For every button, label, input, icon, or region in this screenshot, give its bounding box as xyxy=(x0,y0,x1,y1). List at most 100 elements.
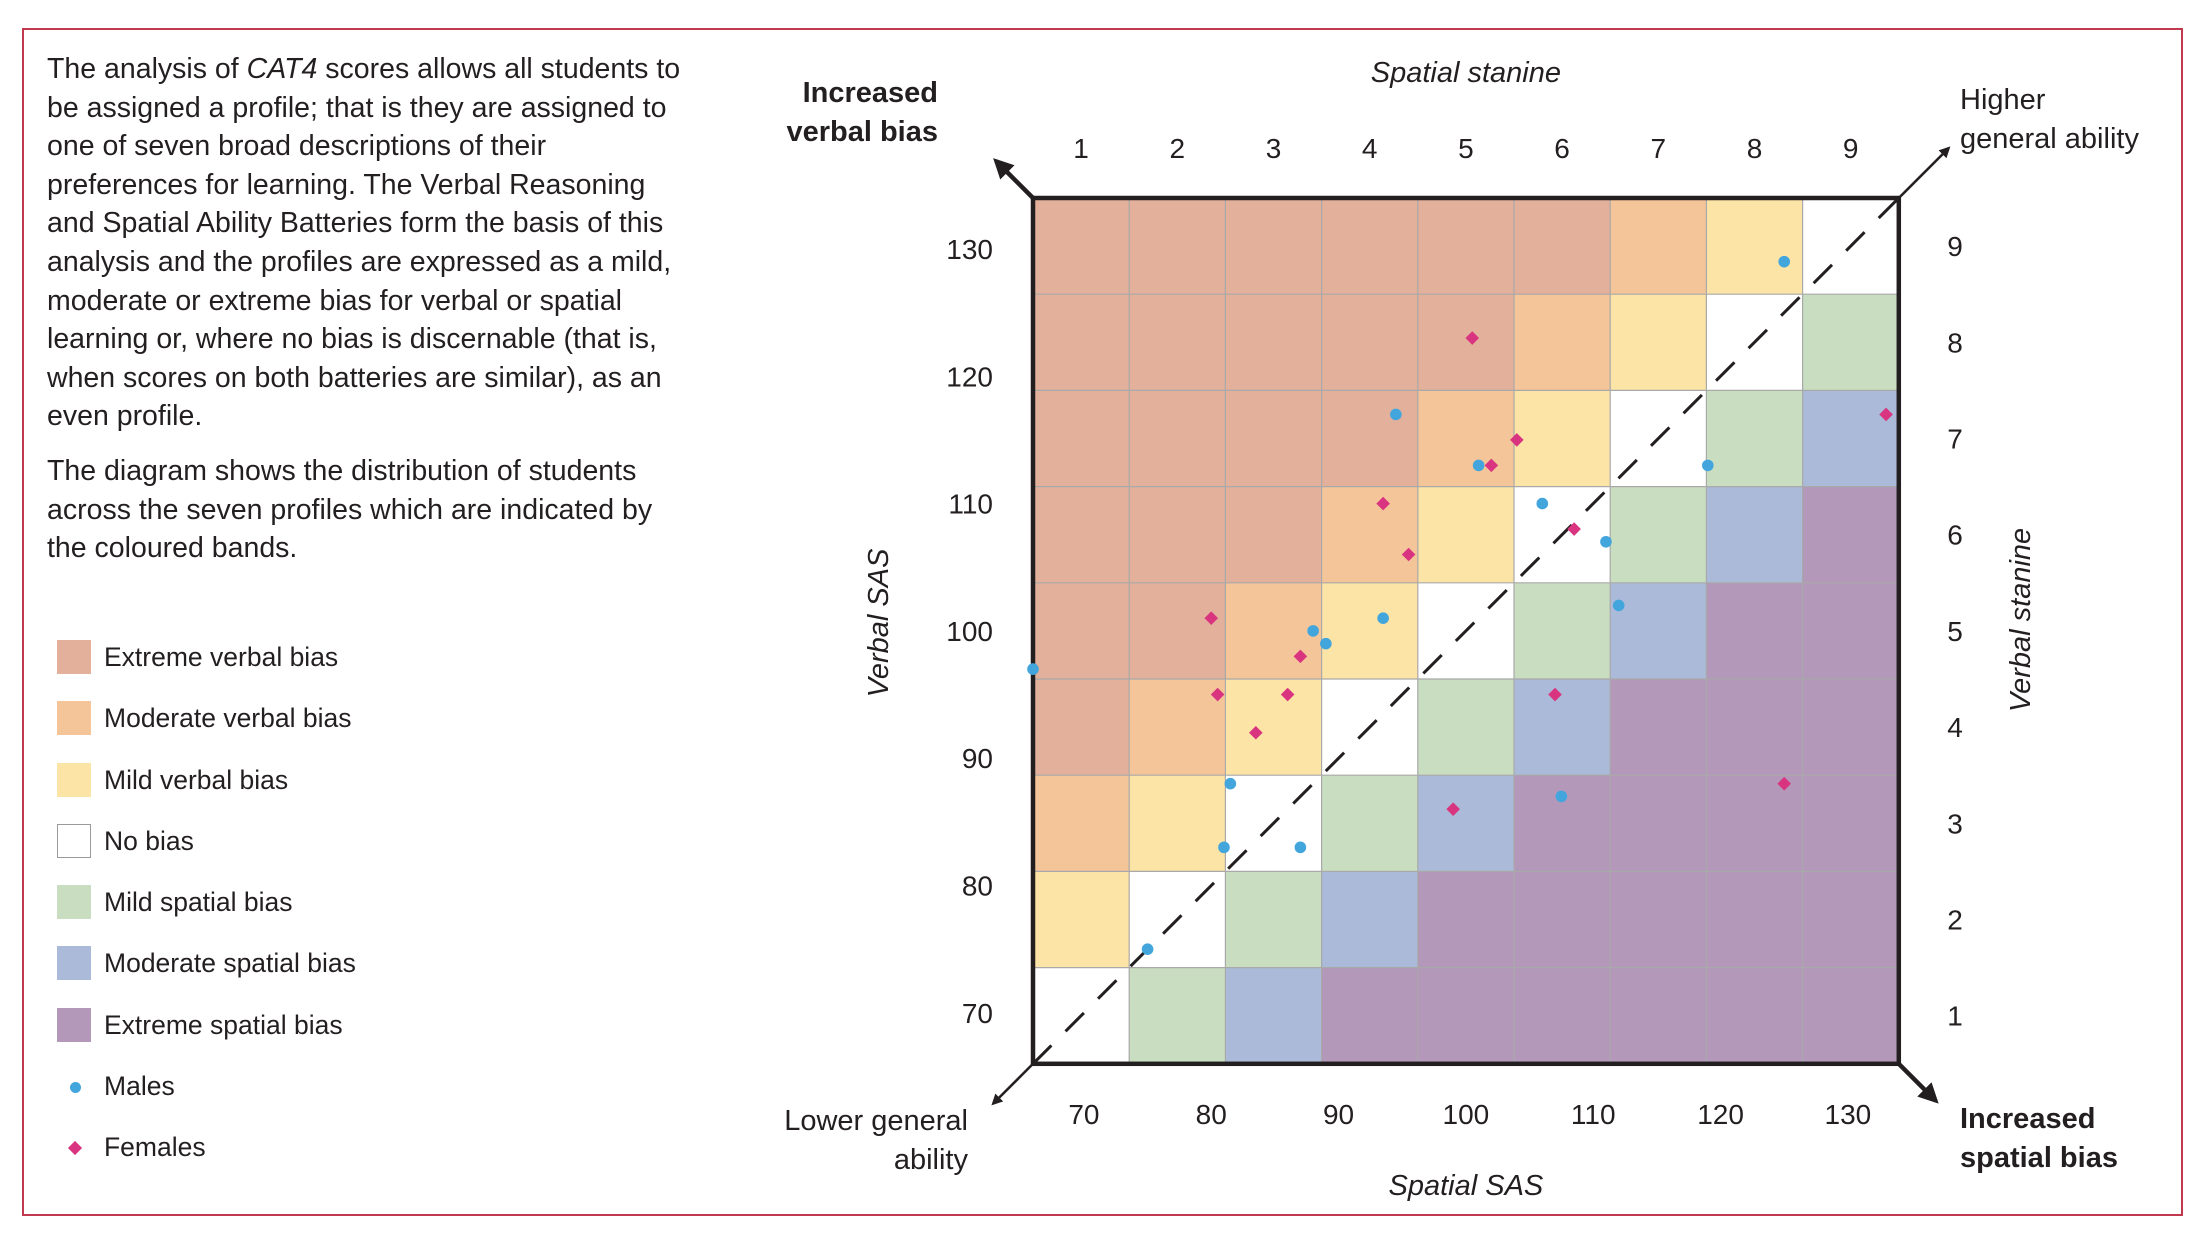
verbal-stanine-tick: 2 xyxy=(1947,905,1963,936)
profile-band-cell xyxy=(1802,294,1900,391)
profile-band-cell xyxy=(1033,775,1130,872)
right-axis-title: Verbal stanine xyxy=(2005,528,2037,712)
spatial-stanine-tick: 4 xyxy=(1362,133,1378,164)
profile-band-cell xyxy=(1514,390,1611,488)
female-data-point xyxy=(1484,458,1499,473)
spatial-sas-tick: 130 xyxy=(1825,1099,1872,1130)
profile-band-cell xyxy=(1033,390,1130,488)
profile-band-cell xyxy=(1129,582,1226,680)
profile-band-cell xyxy=(1802,582,1900,680)
profile-band-cell xyxy=(1802,486,1900,584)
profile-band-cell xyxy=(1129,679,1226,776)
spatial-stanine-tick: 6 xyxy=(1554,133,1570,164)
profile-band-cell xyxy=(1417,679,1515,776)
male-data-point xyxy=(1536,497,1549,510)
corner-label-top-right: Higher xyxy=(1960,84,2046,116)
legend-item: Mild spatial bias xyxy=(57,885,457,946)
verbal-stanine-tick: 4 xyxy=(1947,712,1963,743)
equal-score-diagonal xyxy=(1031,196,1900,1065)
legend-item: Moderate spatial bias xyxy=(57,946,457,1007)
legend-swatch xyxy=(57,823,91,858)
profile-band-cell xyxy=(1706,775,1804,872)
spatial-sas-tick: 90 xyxy=(1323,1099,1354,1130)
spatial-stanine-tick: 5 xyxy=(1458,133,1474,164)
profile-band-cell xyxy=(1417,198,1515,295)
spatial-stanine-tick: 2 xyxy=(1170,133,1186,164)
profile-band-cell xyxy=(1802,679,1900,776)
verbal-sas-tick: 130 xyxy=(946,234,993,265)
intro-p1-emphasis: CAT4 xyxy=(246,53,318,85)
profile-band-cell xyxy=(1129,486,1226,584)
intro-paragraph-2: The diagram shows the distribution of st… xyxy=(47,454,653,565)
verbal-stanine-tick: 1 xyxy=(1947,1001,1963,1032)
legend-item: Extreme verbal bias xyxy=(57,640,457,701)
female-data-point xyxy=(1465,331,1480,345)
verbal-stanine-tick: 3 xyxy=(1947,808,1963,839)
spatial-stanine-tick: 3 xyxy=(1266,133,1282,164)
verbal-sas-tick: 100 xyxy=(946,616,993,647)
female-data-point xyxy=(1280,687,1295,702)
male-data-point xyxy=(1600,535,1612,548)
profile-band-cell xyxy=(1610,198,1707,295)
corner-label-top-left: verbal bias xyxy=(786,116,938,148)
profile-band-cell xyxy=(1514,871,1611,969)
legend-swatch xyxy=(57,885,91,920)
legend-label: Moderate verbal bias xyxy=(104,703,352,734)
spatial-sas-tick: 110 xyxy=(1571,1099,1616,1130)
verbal-stanine-tick: 7 xyxy=(1947,424,1963,455)
profile-band-cell xyxy=(1033,679,1130,776)
female-data-point xyxy=(1293,649,1308,664)
profile-band-cell xyxy=(1610,871,1707,969)
profile-band-cell xyxy=(1706,486,1804,584)
male-data-point xyxy=(1218,841,1230,854)
spatial-sas-tick: 100 xyxy=(1443,1099,1490,1130)
legend-label: Extreme spatial bias xyxy=(104,1009,343,1040)
legend-label: Females xyxy=(104,1132,206,1163)
legend-swatch xyxy=(57,762,91,797)
male-data-point xyxy=(1377,612,1389,624)
profile-band-cell xyxy=(1033,198,1130,295)
profile-band-cell xyxy=(1033,294,1130,391)
legend-item: Males xyxy=(57,1069,457,1130)
profile-band-cell xyxy=(1610,679,1707,776)
spatial-sas-tick: 70 xyxy=(1068,1099,1099,1130)
plot-border xyxy=(1030,195,1902,1067)
profile-band-cell xyxy=(1225,582,1323,680)
verbal-stanine-tick: 9 xyxy=(1947,231,1963,262)
profile-band-cell xyxy=(1321,294,1419,391)
verbal-sas-tick: 120 xyxy=(946,361,993,392)
legend: Extreme verbal bias Moderate verbal bias M… xyxy=(57,640,457,1192)
lower-ability-arrow-icon xyxy=(991,1062,1034,1106)
male-data-point xyxy=(1390,408,1402,421)
legend-swatch xyxy=(57,946,91,981)
profile-band-cell xyxy=(1033,871,1130,969)
profile-band-cell xyxy=(1225,871,1323,969)
profile-band-cell xyxy=(1033,486,1130,584)
profile-band-cell xyxy=(1706,871,1804,969)
profile-band-cell xyxy=(1321,775,1419,872)
profile-band-cell xyxy=(1225,967,1323,1065)
spatial-bias-arrow-icon xyxy=(1897,1062,1939,1104)
legend-label: Moderate spatial bias xyxy=(104,948,356,979)
profile-band-cell xyxy=(1321,967,1419,1065)
spatial-stanine-tick: 7 xyxy=(1651,133,1667,164)
profile-band-cell xyxy=(1610,775,1707,872)
male-data-point xyxy=(1472,459,1485,472)
female-data-point xyxy=(1567,522,1581,536)
female-data-point xyxy=(1376,496,1390,511)
profile-band-cell xyxy=(1514,679,1611,776)
spatial-sas-tick: 80 xyxy=(1196,1099,1227,1130)
profile-band-cell xyxy=(1321,198,1419,295)
legend-item: No bias xyxy=(57,823,457,885)
verbal-sas-tick: 70 xyxy=(962,998,993,1029)
profile-band-cell xyxy=(1225,294,1323,391)
profile-band-cell xyxy=(1417,294,1515,391)
male-data-point xyxy=(1778,255,1791,268)
female-data-point xyxy=(1548,687,1562,702)
spatial-sas-tick: 120 xyxy=(1697,1099,1744,1130)
legend-label: No bias xyxy=(104,825,194,856)
profile-band-cell xyxy=(1514,967,1611,1065)
profile-band-cell xyxy=(1802,967,1900,1065)
profile-band-cell xyxy=(1321,390,1419,488)
